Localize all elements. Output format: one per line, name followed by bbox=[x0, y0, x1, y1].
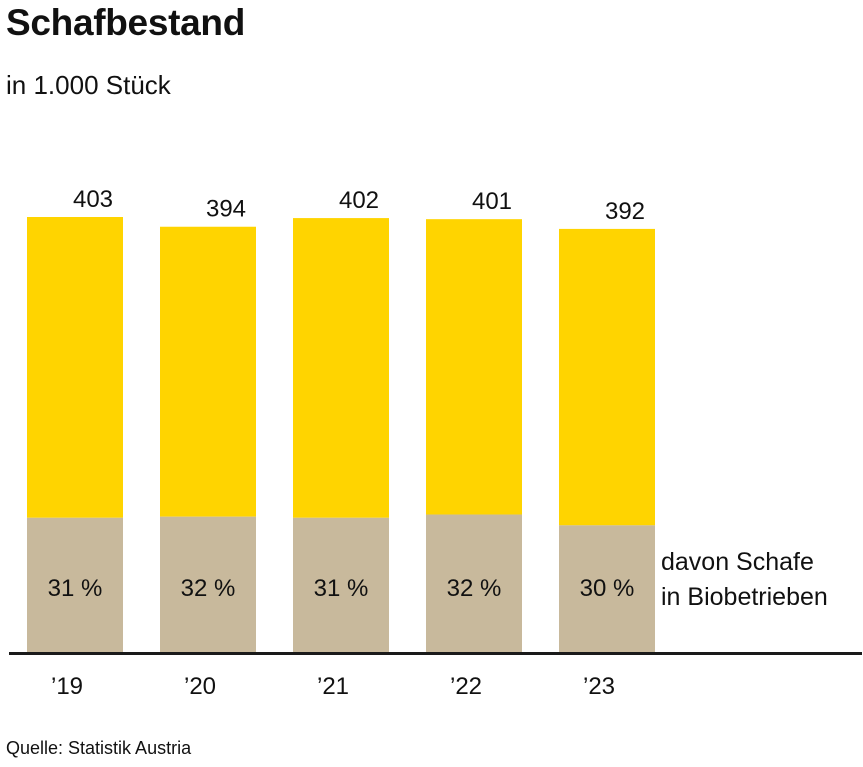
bar-organic-segment bbox=[293, 517, 389, 653]
organic-share-label: 31 % bbox=[48, 575, 103, 602]
bar-organic-segment bbox=[559, 525, 655, 653]
x-tick-label: ’19 bbox=[51, 673, 83, 700]
series-annotation-line: davon Schafe bbox=[661, 548, 814, 576]
bar-conventional-segment bbox=[559, 228, 655, 526]
chart-title: Schafbestand bbox=[6, 2, 246, 43]
total-value-label: 402 bbox=[339, 187, 379, 214]
bar-organic-segment bbox=[160, 516, 256, 653]
bar-conventional-segment bbox=[160, 226, 256, 517]
stacked-bar-chart: 403 31 % ’19 394 32 % ’20 402 31 % ’21 401 32 % ’22… bbox=[9, 186, 862, 700]
bar-conventional-segment bbox=[426, 219, 522, 515]
x-tick-label: ’20 bbox=[184, 673, 216, 700]
organic-share-label: 30 % bbox=[580, 575, 635, 602]
bar-conventional-segment bbox=[293, 218, 389, 518]
organic-share-label: 32 % bbox=[181, 575, 236, 602]
total-value-label: 394 bbox=[206, 196, 246, 223]
chart-subtitle: in 1.000 Stück bbox=[6, 70, 171, 100]
series-annotation-line: in Biobetrieben bbox=[661, 583, 828, 611]
x-axis-line bbox=[9, 652, 862, 655]
total-value-label: 392 bbox=[605, 198, 645, 225]
x-tick-label: ’22 bbox=[450, 673, 482, 700]
bar-conventional-segment bbox=[27, 217, 123, 518]
total-value-label: 403 bbox=[73, 186, 113, 213]
x-tick-label: ’21 bbox=[317, 673, 349, 700]
bar-organic-segment bbox=[426, 514, 522, 653]
organic-share-label: 32 % bbox=[447, 575, 502, 602]
source-note: Quelle: Statistik Austria bbox=[6, 738, 192, 758]
organic-share-label: 31 % bbox=[314, 575, 369, 602]
x-tick-label: ’23 bbox=[583, 673, 615, 700]
total-value-label: 401 bbox=[472, 188, 512, 215]
bar-organic-segment bbox=[27, 517, 123, 653]
